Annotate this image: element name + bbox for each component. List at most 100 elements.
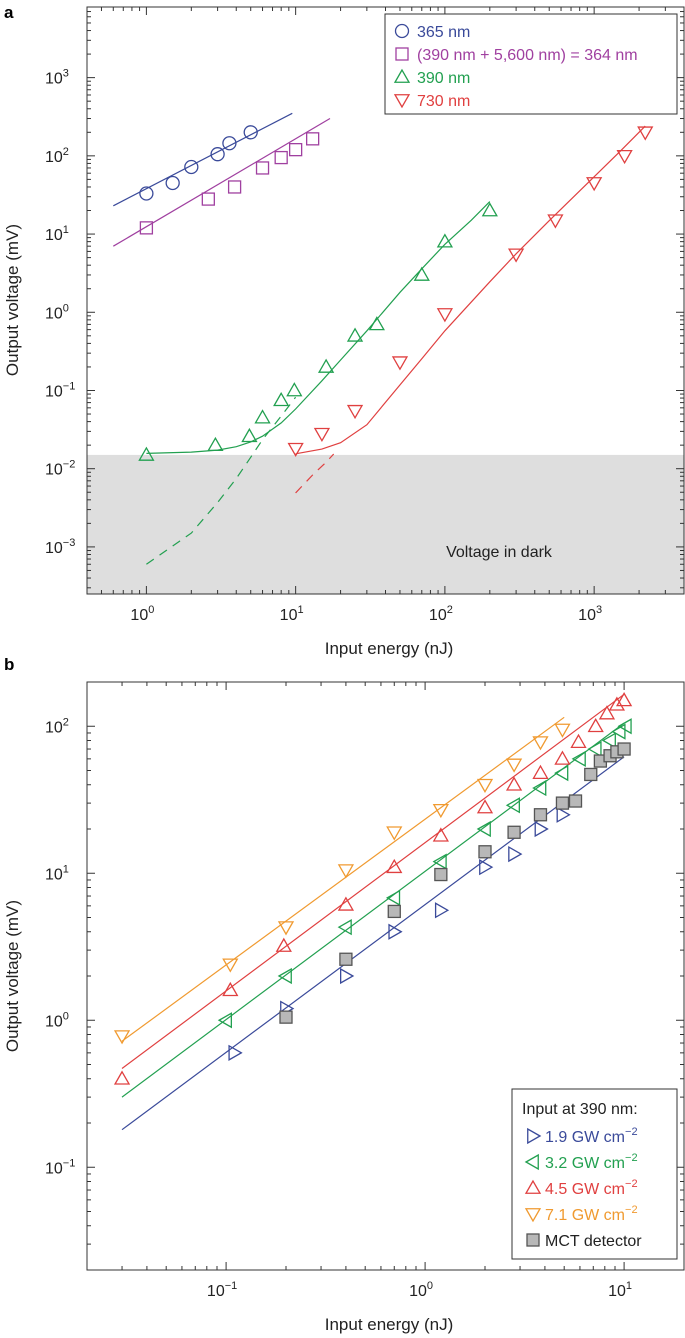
- data-point-1-9-gw-cm: [434, 902, 450, 919]
- data-point-390-nm: [138, 446, 155, 461]
- data-point-1-9-gw-cm: [388, 923, 403, 940]
- data-point-3-2-gw-cm: [611, 723, 626, 740]
- fit-line-7-1-gw-cm: [121, 716, 565, 1042]
- data-point-1-9-gw-cm: [508, 845, 523, 863]
- fit-line-365-nm: [113, 112, 293, 207]
- data-point-730-nm: [346, 404, 364, 420]
- legend-marker-mct-detector: [526, 1233, 540, 1247]
- data-point-mct-detector: [387, 904, 401, 919]
- x-tick-label: 100: [409, 1280, 433, 1300]
- panel-a-legend-box: [384, 13, 678, 115]
- data-point-730-nm: [436, 308, 454, 323]
- data-point-3-2-gw-cm: [532, 779, 547, 797]
- data-point-4-5-gw-cm: [554, 750, 571, 765]
- data-point-3-2-gw-cm: [505, 797, 520, 814]
- data-point-1-9-gw-cm: [534, 820, 549, 838]
- data-point-mct-detector: [339, 952, 353, 966]
- data-point-3-2-gw-cm: [476, 820, 491, 838]
- data-point-390-nm: [481, 202, 498, 217]
- fit-line-4-5-gw-cm: [121, 693, 625, 1069]
- y-tick-label: 10−3: [45, 537, 75, 557]
- data-point-730-nm: [313, 427, 331, 443]
- data-point-365-nm: [165, 175, 180, 191]
- data-point-390-nm-5-600-nm-364-nm: [288, 143, 303, 157]
- legend-marker-4-5-gw-cm: [524, 1179, 542, 1194]
- legend-marker-390-nm: [393, 68, 411, 83]
- data-point-4-5-gw-cm: [532, 764, 549, 780]
- data-point-730-nm: [586, 177, 603, 192]
- panel-b-xlabel: Input energy (nJ): [325, 1315, 454, 1334]
- data-point-4-5-gw-cm: [476, 799, 494, 814]
- data-point-730-nm: [507, 248, 525, 263]
- y-tick-label: 103: [45, 68, 69, 88]
- data-point-730-nm: [637, 126, 654, 141]
- data-point-3-2-gw-cm: [217, 1012, 232, 1029]
- data-point-4-5-gw-cm: [432, 827, 449, 842]
- legend-marker-365-nm: [394, 23, 410, 39]
- data-point-730-nm: [287, 442, 304, 458]
- data-point-1-9-gw-cm: [479, 859, 494, 876]
- data-point-365-nm: [139, 186, 154, 201]
- data-point-3-2-gw-cm: [587, 740, 602, 758]
- y-tick-label: 10−1: [45, 1157, 75, 1177]
- data-point-mct-detector: [279, 1010, 293, 1024]
- data-point-390-nm: [254, 409, 271, 424]
- data-point-7-1-gw-cm: [277, 921, 295, 936]
- data-point-7-1-gw-cm: [554, 723, 571, 738]
- data-point-390-nm: [286, 382, 303, 397]
- data-point-3-2-gw-cm: [554, 764, 569, 782]
- data-point-7-1-gw-cm: [222, 958, 239, 973]
- data-point-390-nm: [207, 436, 224, 452]
- data-point-390-nm-5-600-nm-364-nm: [201, 192, 215, 206]
- data-point-3-2-gw-cm: [337, 919, 352, 936]
- x-tick-label: 103: [578, 604, 602, 624]
- data-point-3-2-gw-cm: [617, 718, 632, 735]
- data-point-390-nm-5-600-nm-364-nm: [139, 221, 154, 235]
- data-point-390-nm: [346, 327, 364, 342]
- y-tick-label: 101: [45, 863, 69, 883]
- data-point-mct-detector: [533, 808, 548, 822]
- fit-line-3-2-gw-cm: [121, 722, 625, 1098]
- data-point-1-9-gw-cm: [556, 806, 571, 823]
- data-point-4-5-gw-cm: [608, 696, 626, 711]
- data-point-7-1-gw-cm: [432, 803, 449, 819]
- legend-marker-1-9-gw-cm: [527, 1127, 542, 1145]
- panel-b-label: b: [4, 655, 14, 674]
- panel-a-legend: 365 nm (390 nm + 5,600 nm) = 364 nm 390 …: [384, 13, 678, 115]
- data-point-390-nm-5-600-nm-364-nm: [255, 161, 270, 175]
- fit-line-390-nm: [146, 201, 491, 454]
- data-point-7-1-gw-cm: [532, 736, 549, 751]
- data-point-390-nm-5-600-nm-364-nm: [227, 180, 242, 194]
- panel-b-legend-box: [511, 1088, 678, 1260]
- data-point-1-9-gw-cm: [228, 1044, 243, 1061]
- data-point-mct-detector: [478, 845, 492, 859]
- panel-b-legend: Input at 390 nm: 1.9 GW cm−2 3.2 GW cm−2…: [511, 1088, 678, 1260]
- x-tick-label: 10−1: [207, 1280, 237, 1300]
- data-point-mct-detector: [617, 742, 631, 756]
- data-point-390-nm-5-600-nm-364-nm: [305, 132, 320, 146]
- data-point-mct-detector: [584, 767, 598, 782]
- legend-1p9: 1.9 GW cm−2: [545, 1126, 638, 1146]
- data-point-7-1-gw-cm: [476, 778, 494, 794]
- data-point-390-nm: [368, 316, 385, 331]
- data-point-365-nm: [222, 136, 237, 151]
- data-point-390-nm: [241, 427, 258, 443]
- legend-7p1: 7.1 GW cm−2: [545, 1204, 638, 1224]
- legend-3p2: 3.2 GW cm−2: [545, 1152, 638, 1172]
- legend-marker-3-2-gw-cm: [524, 1153, 539, 1171]
- y-tick-label: 10−1: [45, 380, 75, 400]
- data-point-4-5-gw-cm: [386, 858, 403, 874]
- y-tick-label: 10−2: [45, 459, 75, 479]
- data-point-4-5-gw-cm: [337, 896, 355, 911]
- data-point-3-2-gw-cm: [385, 889, 401, 906]
- data-point-4-5-gw-cm: [598, 705, 616, 720]
- y-tick-label: 102: [45, 146, 69, 166]
- data-point-390-nm: [273, 391, 290, 407]
- data-point-730-nm: [547, 214, 564, 229]
- data-point-7-1-gw-cm: [337, 864, 355, 879]
- legend-365nm: 365 nm: [417, 24, 470, 41]
- x-tick-label: 102: [429, 604, 453, 624]
- data-point-730-nm: [616, 149, 633, 165]
- data-point-4-5-gw-cm: [587, 717, 604, 733]
- fit-line-730-nm: [295, 125, 646, 455]
